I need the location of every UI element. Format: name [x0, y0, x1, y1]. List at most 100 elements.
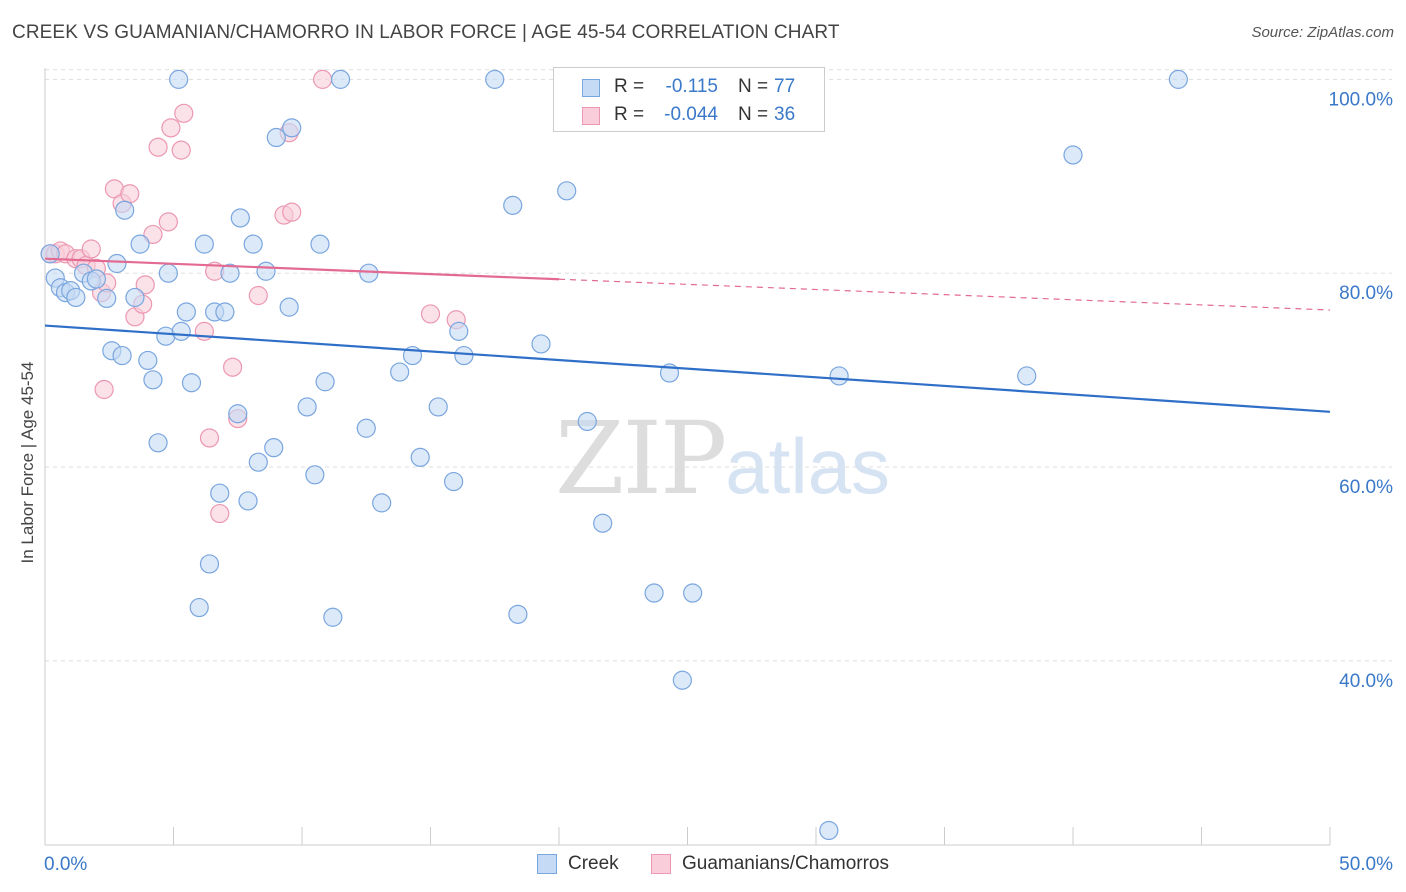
- creek-trend-line: [44, 324, 1331, 413]
- guam-point-17: [135, 275, 155, 295]
- y-tick-label-60: 60.0%: [1339, 477, 1393, 498]
- y-tick-label-40: 40.0%: [1339, 671, 1393, 692]
- stats-legend: R = -0.115 N = 77 R = -0.044 N = 36: [553, 67, 825, 132]
- creek-point-42: [297, 397, 317, 417]
- creek-point-57: [454, 345, 474, 366]
- creek-point-73: [1063, 145, 1083, 165]
- creek-point-55: [444, 471, 464, 492]
- guam-point-21: [161, 118, 181, 138]
- guam-point-18: [143, 224, 163, 245]
- creek-point-37: [256, 261, 276, 281]
- source-label: Source: ZipAtlas.com: [1251, 24, 1394, 41]
- guam-point-25: [199, 428, 220, 448]
- series-legend: Creek Guamanians/Chamorros: [0, 852, 1406, 878]
- creek-point-70: [819, 820, 839, 841]
- y-tick-label-80: 80.0%: [1339, 283, 1393, 304]
- creek-point-20: [158, 263, 178, 283]
- legend-row-creek: R = -0.115 N = 77: [554, 72, 824, 102]
- creek-point-50: [372, 493, 392, 513]
- creek-point-22: [171, 321, 191, 341]
- guam-legend-label: Guamanians/Chamorros: [682, 853, 889, 874]
- guam-trend-line: [44, 257, 560, 281]
- creek-point-54: [428, 397, 448, 417]
- creek-point-40: [279, 297, 299, 317]
- creek-point-47: [330, 69, 351, 89]
- creek-point-64: [593, 513, 613, 533]
- creek-point-68: [672, 670, 692, 690]
- creek-point-74: [1168, 69, 1188, 89]
- tick-labels: 100.0% 80.0% 60.0% 40.0% 0.0% 50.0% In Labor F…: [18, 89, 1393, 875]
- creek-point-9: [97, 288, 117, 309]
- y-tick-label-100: 100.0%: [1329, 89, 1394, 110]
- creek-point-5: [66, 287, 86, 308]
- grid-lines: [45, 69, 1392, 662]
- trend-lines: [44, 257, 1331, 413]
- data-points: [40, 69, 1188, 841]
- creek-point-26: [194, 234, 214, 254]
- creek-point-25: [189, 597, 209, 618]
- chart-title: CREEK VS GUAMANIAN/CHAMORRO IN LABOR FOR…: [12, 22, 840, 43]
- creek-point-49: [359, 263, 379, 283]
- guam-point-30: [248, 285, 268, 306]
- creek-point-18: [148, 433, 168, 453]
- creek-point-38: [264, 438, 284, 458]
- guam-point-10: [94, 379, 114, 400]
- guam-n-label: N =: [738, 104, 769, 125]
- creek-point-23: [176, 302, 196, 322]
- guam-point-32: [282, 202, 302, 222]
- creek-point-58: [485, 69, 505, 89]
- guam-trend-extension: [558, 278, 1331, 311]
- guam-point-20: [158, 212, 178, 232]
- creek-point-56: [449, 321, 469, 341]
- creek-point-33: [230, 208, 250, 228]
- creek-point-61: [531, 334, 551, 354]
- creek-point-27: [199, 554, 220, 574]
- creek-point-45: [315, 372, 335, 392]
- creek-point-21: [169, 69, 189, 89]
- guam-point-28: [223, 357, 243, 377]
- creek-point-41: [282, 118, 302, 138]
- y-axis-title: In Labor Force | Age 45-54: [18, 362, 37, 564]
- guam-point-35: [420, 304, 441, 324]
- creek-point-15: [130, 234, 150, 254]
- guam-point-22: [171, 140, 191, 160]
- guam-point-23: [174, 103, 194, 123]
- creek-point-14: [125, 287, 145, 308]
- creek-point-8: [86, 269, 107, 289]
- creek-point-62: [557, 181, 577, 201]
- creek-point-71: [829, 366, 849, 386]
- creek-point-43: [305, 465, 325, 485]
- creek-point-63: [577, 411, 597, 432]
- creek-point-34: [238, 491, 258, 511]
- creek-point-69: [683, 583, 703, 603]
- guam-swatch: [582, 107, 600, 125]
- x-tick-label-max: 50.0%: [1339, 854, 1393, 875]
- creek-point-31: [220, 263, 240, 283]
- x-tick-label-min: 0.0%: [44, 854, 87, 875]
- creek-legend-swatch: [537, 854, 557, 874]
- creek-point-24: [181, 373, 202, 393]
- creek-point-60: [508, 604, 528, 624]
- guam-n-value: 36: [774, 104, 796, 125]
- creek-point-53: [410, 447, 430, 467]
- creek-point-44: [310, 234, 330, 254]
- creek-n-value: 77: [774, 76, 796, 97]
- creek-swatch: [582, 79, 600, 97]
- guam-legend-swatch: [651, 854, 671, 874]
- creek-n-label: N =: [738, 76, 769, 97]
- creek-point-13: [115, 200, 135, 220]
- legend-row-guam: R = -0.044 N = 36: [554, 100, 824, 130]
- creek-point-29: [210, 483, 230, 503]
- watermark: ZIPatlas: [555, 400, 890, 517]
- creek-r-value: -0.115: [665, 76, 718, 97]
- creek-point-35: [243, 234, 263, 254]
- axes: [44, 68, 1331, 846]
- creek-point-17: [143, 370, 163, 390]
- creek-point-48: [356, 418, 376, 438]
- creek-point-11: [107, 253, 127, 274]
- guam-point-34: [312, 69, 333, 89]
- guam-point-7: [81, 239, 101, 259]
- creek-point-59: [503, 195, 523, 215]
- creek-r-label: R =: [614, 76, 645, 97]
